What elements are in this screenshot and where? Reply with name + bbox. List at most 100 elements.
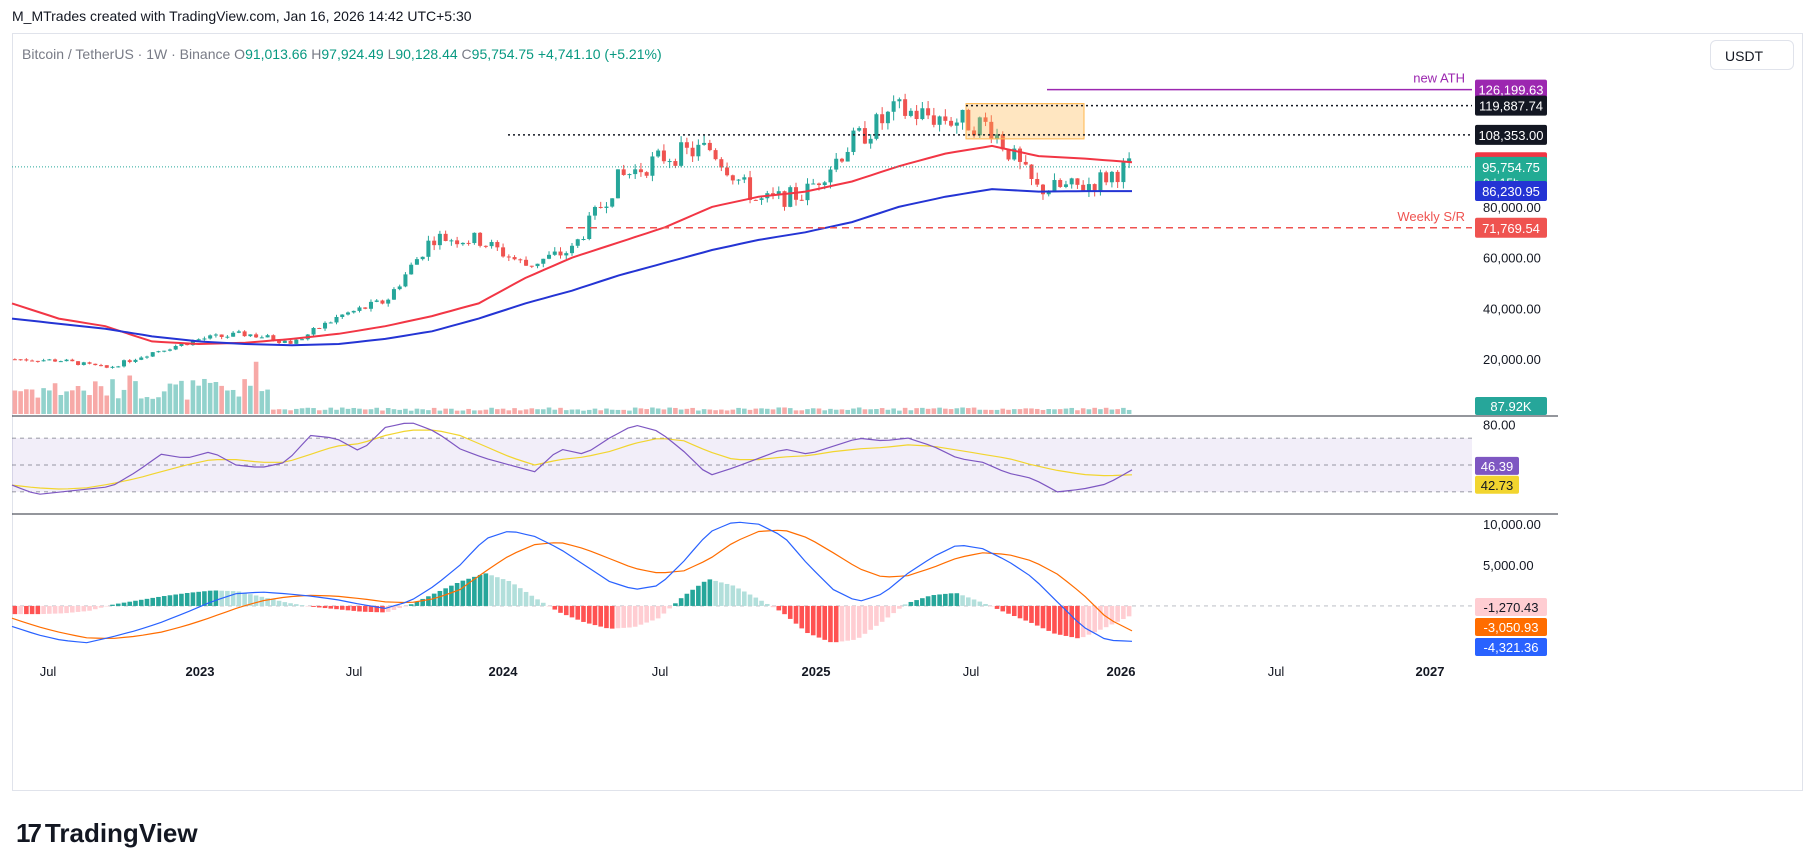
candle-body xyxy=(179,343,184,346)
volume-bar xyxy=(18,391,23,414)
macd-histogram-bar xyxy=(724,583,730,606)
candle-body xyxy=(35,360,40,362)
macd-histogram-bar xyxy=(627,605,632,628)
candle-body xyxy=(265,335,270,338)
time-axis-tick: Jul xyxy=(346,664,363,679)
volume-bar xyxy=(581,410,586,414)
macd-histogram-bar xyxy=(833,605,839,643)
candle-body xyxy=(351,310,356,313)
macd-histogram-bar xyxy=(615,605,621,629)
volume-bar xyxy=(288,410,293,414)
candle-body xyxy=(443,233,448,241)
macd-histogram-bar xyxy=(1126,605,1132,617)
candle-body xyxy=(679,142,684,166)
candle-body xyxy=(541,258,546,264)
macd-histogram-bar xyxy=(495,577,500,606)
rsi-ma-value-tag: 42.73 xyxy=(1481,478,1514,493)
candle-body xyxy=(857,128,862,131)
volume-bar xyxy=(443,408,448,414)
candle-body xyxy=(1069,178,1074,185)
volume-bar xyxy=(793,410,799,414)
volume-bar xyxy=(621,409,626,414)
candle-body xyxy=(236,331,241,333)
candle-body xyxy=(58,361,63,363)
macd-histogram-bar xyxy=(845,605,850,641)
candle-body xyxy=(822,182,827,186)
macd-histogram-bar xyxy=(70,605,75,613)
volume-bar xyxy=(219,385,224,414)
macd-line xyxy=(11,521,1133,644)
volume-bar xyxy=(1011,409,1017,414)
symbol-title[interactable]: Bitcoin / TetherUS · 1W · Binance xyxy=(22,46,231,62)
consolidation-box xyxy=(965,103,1085,140)
volume-bar xyxy=(638,408,644,414)
macd-histogram-bar xyxy=(316,605,322,608)
volume-bar xyxy=(799,410,805,414)
macd-histogram-bar xyxy=(879,605,885,622)
macd-histogram-bar xyxy=(937,594,942,606)
candle-body xyxy=(1098,172,1103,191)
macd-histogram-bar xyxy=(1040,605,1046,629)
volume-bar xyxy=(1103,407,1109,414)
macd-histogram-bar xyxy=(334,605,339,610)
candle-body xyxy=(972,130,977,136)
volume-bar xyxy=(1023,408,1029,414)
macd-histogram-bar xyxy=(311,605,316,607)
volume-bar xyxy=(345,408,351,414)
volume-bar xyxy=(299,408,305,414)
macd-histogram-bar xyxy=(271,599,276,606)
candle-body xyxy=(99,365,104,367)
candle-body xyxy=(81,362,86,365)
volume-bar xyxy=(833,409,839,414)
candle-body xyxy=(592,206,597,216)
candle-body xyxy=(455,240,460,245)
volume-bar xyxy=(276,409,282,414)
volume-bar xyxy=(81,390,87,414)
tradingview-logo[interactable]: 17 TradingView xyxy=(16,818,198,849)
volume-bar xyxy=(920,407,925,414)
macd-signal-line xyxy=(11,529,1133,640)
price-axis-tick: 80,000.00 xyxy=(1483,200,1541,215)
volume-bar xyxy=(512,408,517,414)
volume-bar xyxy=(98,386,104,414)
weekly-sr-price-tag: 71,769.54 xyxy=(1482,221,1540,236)
macd-histogram-bar xyxy=(960,595,965,606)
chart-frame xyxy=(12,33,1803,791)
volume-bar xyxy=(24,389,29,414)
volume-bar xyxy=(518,410,523,414)
candle-body xyxy=(397,286,402,290)
volume-bar xyxy=(259,391,265,414)
candle-body xyxy=(495,242,500,248)
macd-histogram-bar xyxy=(575,605,581,620)
currency-button[interactable]: USDT xyxy=(1710,40,1794,70)
volume-bar xyxy=(156,397,161,414)
candle-body xyxy=(409,264,414,275)
volume-bar xyxy=(408,410,414,414)
volume-bar xyxy=(477,410,483,414)
macd-histogram-bar xyxy=(632,605,638,627)
macd-histogram-bar xyxy=(546,605,552,607)
candle-body xyxy=(1052,180,1057,192)
volume-bar xyxy=(1046,409,1052,414)
price-axis-tick: 60,000.00 xyxy=(1483,251,1541,266)
macd-histogram-bar xyxy=(282,602,288,606)
macd-histogram-bar xyxy=(443,588,448,606)
volume-bar xyxy=(207,382,213,414)
volume-bar xyxy=(1109,409,1115,414)
candle-body xyxy=(736,179,741,181)
candle-body xyxy=(742,177,747,180)
volume-bar xyxy=(822,410,828,414)
candle-body xyxy=(903,99,908,116)
macd-histogram-bar xyxy=(81,605,87,612)
candle-body xyxy=(868,138,873,144)
volume-bar xyxy=(966,408,971,414)
volume-bar xyxy=(925,408,931,414)
macd-histogram-bar xyxy=(684,593,690,606)
macd-histogram-bar xyxy=(948,593,954,606)
candle-body xyxy=(690,147,695,157)
macd-axis-tick: 10,000.00 xyxy=(1483,517,1541,532)
macd-signal-tag-bg xyxy=(1475,618,1547,636)
macd-histogram-bar xyxy=(552,605,558,610)
candle-body xyxy=(753,199,758,201)
